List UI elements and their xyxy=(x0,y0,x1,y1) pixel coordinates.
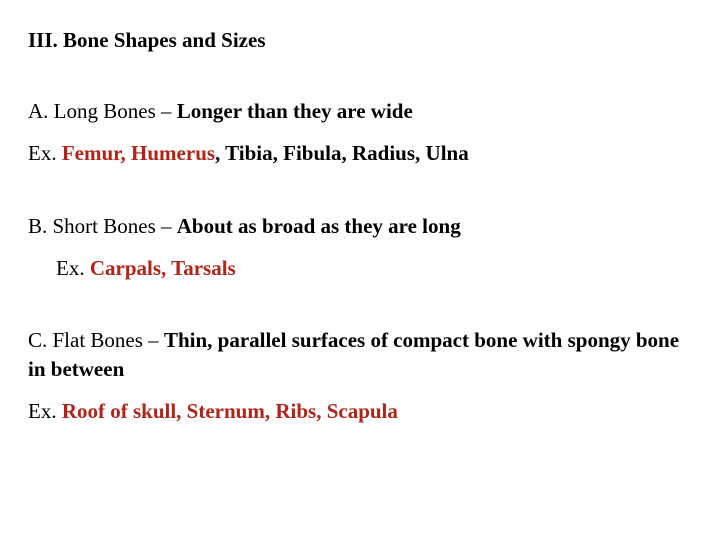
section-a-desc: Longer than they are wide xyxy=(177,99,413,123)
section-b-example: Ex. Carpals, Tarsals xyxy=(28,254,692,282)
section-a-label: A. Long Bones – xyxy=(28,99,177,123)
page-title: III. Bone Shapes and Sizes xyxy=(28,28,692,53)
section-a-example: Ex. Femur, Humerus, Tibia, Fibula, Radiu… xyxy=(28,139,692,167)
section-b: B. Short Bones – About as broad as they … xyxy=(28,212,692,283)
example-prefix: Ex. xyxy=(28,141,62,165)
section-c-heading: C. Flat Bones – Thin, parallel surfaces … xyxy=(28,326,692,383)
example-highlight: Carpals, Tarsals xyxy=(90,256,236,280)
example-prefix: Ex. xyxy=(56,256,90,280)
example-rest: , Tibia, Fibula, Radius, Ulna xyxy=(215,141,469,165)
slide-page: III. Bone Shapes and Sizes A. Long Bones… xyxy=(0,0,720,425)
section-c: C. Flat Bones – Thin, parallel surfaces … xyxy=(28,326,692,425)
example-highlight: Femur, Humerus xyxy=(62,141,215,165)
section-a: A. Long Bones – Longer than they are wid… xyxy=(28,97,692,168)
example-prefix: Ex. xyxy=(28,399,62,423)
section-c-example: Ex. Roof of skull, Sternum, Ribs, Scapul… xyxy=(28,397,692,425)
section-c-label: C. Flat Bones – xyxy=(28,328,164,352)
section-b-desc: About as broad as they are long xyxy=(177,214,461,238)
section-a-heading: A. Long Bones – Longer than they are wid… xyxy=(28,97,692,125)
section-b-heading: B. Short Bones – About as broad as they … xyxy=(28,212,692,240)
section-b-label: B. Short Bones – xyxy=(28,214,177,238)
example-highlight: Roof of skull, Sternum, Ribs, Scapula xyxy=(62,399,398,423)
